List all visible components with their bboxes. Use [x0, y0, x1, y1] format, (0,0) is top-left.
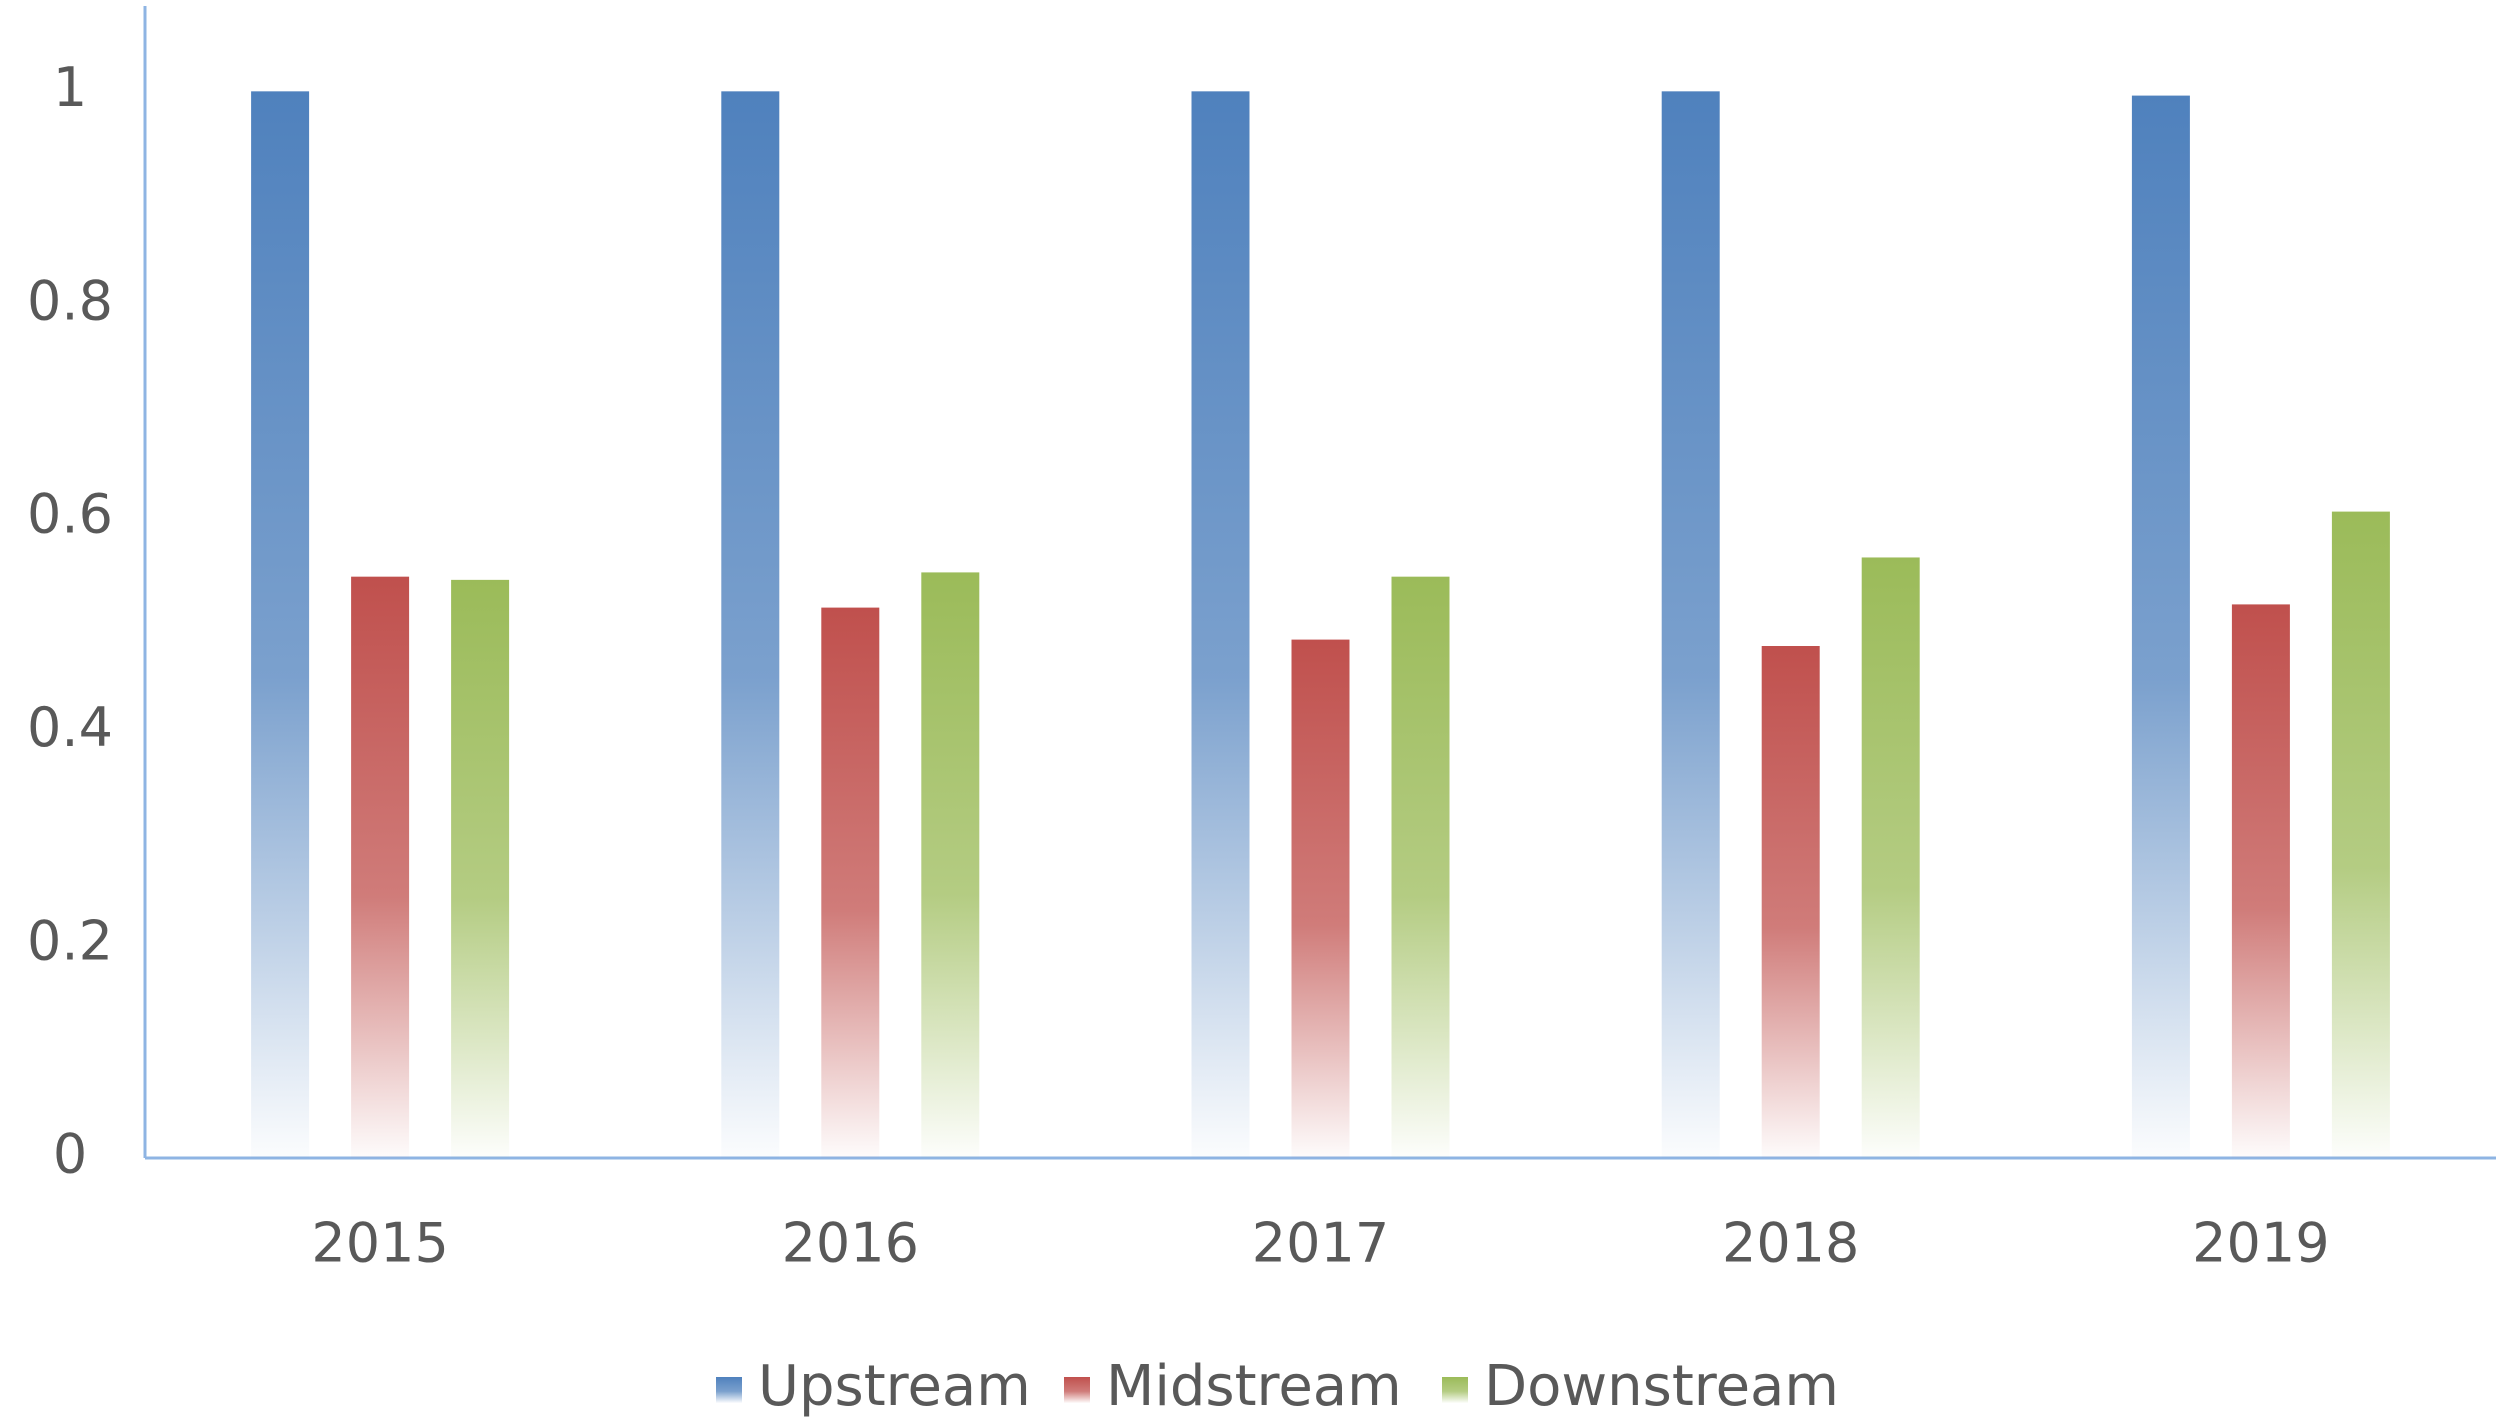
- bar-downstream-2015: [451, 579, 510, 1158]
- x-tick-label: 2018: [1722, 1212, 1859, 1275]
- y-tick-label: 0.4: [27, 696, 113, 759]
- y-tick-label: 0: [53, 1123, 87, 1186]
- y-tick-labels: 0 0.2 0.4 0.6 0.8 1: [27, 56, 113, 1186]
- bar-downstream-2019: [2331, 511, 2390, 1159]
- x-tick-labels: 2015 2016 2017 2018 2019: [311, 1212, 2329, 1275]
- bar-downstream-2017: [1391, 576, 1450, 1158]
- bar-midstream-2016: [821, 607, 880, 1158]
- bar-midstream-2015: [351, 576, 410, 1158]
- bar-upstream-2017: [1191, 91, 1250, 1158]
- legend-label-downstream: Downstream: [1484, 1354, 1839, 1419]
- x-tick-label: 2015: [311, 1212, 448, 1275]
- legend-swatch-downstream: [1442, 1377, 1468, 1403]
- x-tick-label: 2017: [1252, 1212, 1389, 1275]
- legend: Upstream Midstream Downstream: [716, 1354, 1839, 1419]
- bar-upstream-2018: [1661, 91, 1720, 1158]
- x-tick-label: 2019: [2192, 1212, 2329, 1275]
- y-tick-label: 0.6: [27, 483, 113, 546]
- y-tick-label: 0.8: [27, 269, 113, 332]
- legend-label-upstream: Upstream: [758, 1354, 1031, 1419]
- bar-midstream-2019: [2231, 604, 2290, 1158]
- legend-swatch-midstream: [1064, 1377, 1090, 1403]
- bar-downstream-2016: [921, 572, 980, 1158]
- legend-label-midstream: Midstream: [1106, 1354, 1402, 1419]
- legend-swatch-upstream: [716, 1377, 742, 1403]
- bar-downstream-2018: [1861, 557, 1920, 1158]
- y-tick-label: 1: [53, 56, 87, 119]
- y-tick-label: 0.2: [27, 909, 113, 972]
- bar-upstream-2015: [251, 91, 310, 1158]
- bar-midstream-2017: [1291, 639, 1350, 1158]
- x-tick-label: 2016: [782, 1212, 919, 1275]
- bar-upstream-2016: [721, 91, 780, 1158]
- bar-midstream-2018: [1761, 646, 1820, 1158]
- bars: [251, 91, 2390, 1159]
- bar-upstream-2019: [2131, 95, 2190, 1159]
